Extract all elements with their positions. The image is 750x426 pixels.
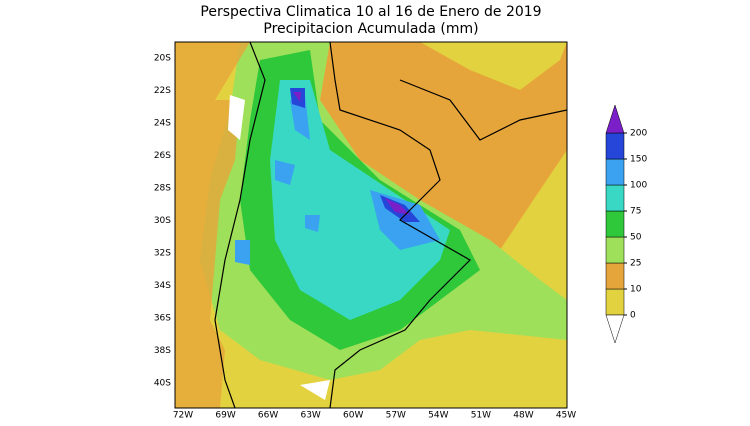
region [228, 95, 330, 400]
lon-label: 45W [556, 411, 576, 421]
colorbar-segment [605, 184, 625, 212]
map-frame [174, 41, 568, 409]
lon-label: 51W [471, 411, 491, 421]
lat-label: 28S [154, 184, 171, 194]
colorbar-over [605, 104, 625, 134]
colorbar-segment [605, 158, 625, 186]
lat-label: 24S [154, 119, 171, 129]
lon-label: 72W [173, 411, 193, 421]
lat-label: 22S [154, 86, 171, 96]
colorbar-segment [605, 132, 625, 160]
region [290, 88, 420, 222]
colorbar-label: 0 [630, 311, 636, 321]
map [174, 41, 568, 409]
lon-label: 57W [386, 411, 406, 421]
lon-label: 60W [343, 411, 363, 421]
lat-label: 20S [154, 54, 171, 64]
lat-label: 30S [154, 216, 171, 226]
lon-label: 54W [428, 411, 448, 421]
axis-labels: 20S 22S 24S 26S 28S 30S 32S 34S 36S 38S 40S 72W 69W 6… [154, 54, 576, 421]
lon-label: 48W [513, 411, 533, 421]
lon-label: 69W [215, 411, 235, 421]
lat-label: 32S [154, 249, 171, 259]
colorbar-label: 75 [630, 207, 641, 217]
colorbar-label: 100 [630, 181, 647, 191]
region [235, 95, 440, 265]
colorbar-segment [605, 288, 625, 316]
colorbar: 0 10 25 50 75 100 150 200 [605, 104, 647, 344]
colorbar-label: 50 [630, 233, 642, 243]
title: Perspectiva Climatica 10 al 16 de Enero … [200, 4, 541, 20]
region [270, 80, 450, 320]
colorbar-segment [605, 210, 625, 238]
lat-label: 36S [154, 314, 171, 324]
lat-label: 34S [154, 281, 171, 291]
region [175, 42, 250, 408]
colorbar-under [605, 314, 625, 344]
lon-label: 63W [300, 411, 320, 421]
colorbar-label: 150 [630, 155, 647, 165]
colorbar-label: 10 [630, 285, 642, 295]
lat-label: 26S [154, 151, 171, 161]
subtitle: Precipitacion Acumulada (mm) [263, 21, 478, 37]
border [214, 42, 567, 408]
lat-label: 40S [154, 379, 171, 389]
colorbar-label: 25 [630, 259, 641, 269]
lat-label: 38S [154, 346, 171, 356]
colorbar-segment [605, 236, 625, 264]
lon-label: 66W [258, 411, 278, 421]
colorbar-segment [605, 262, 625, 290]
colorbar-label: 200 [630, 129, 647, 139]
